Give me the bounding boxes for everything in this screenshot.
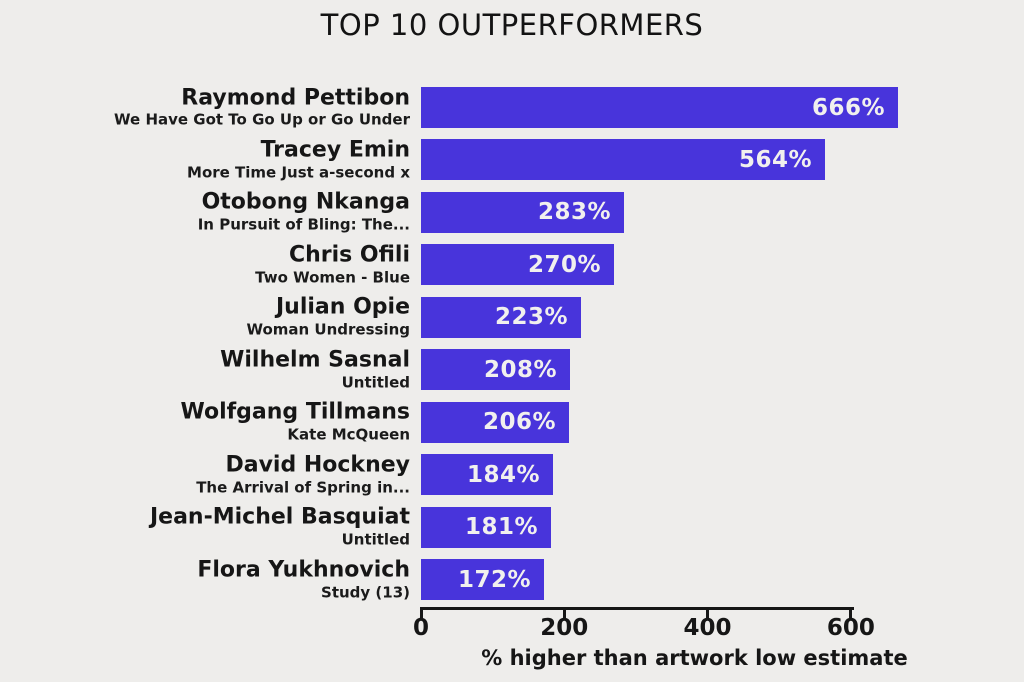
bar-value-label: 283% [537, 199, 611, 226]
bar-value-label: 181% [464, 514, 538, 541]
bar-value-label: 208% [483, 356, 557, 383]
artist-name: David Hockney [225, 452, 410, 478]
x-tick-mark [849, 607, 853, 620]
category-label: Raymond Pettibon We Have Got To Go Up or… [50, 85, 410, 130]
artwork-title: Woman Undressing [246, 320, 410, 339]
artwork-title: Study (13) [321, 583, 410, 602]
artist-name: Wilhelm Sasnal [220, 347, 410, 373]
artwork-title: The Arrival of Spring in... [196, 478, 410, 497]
artist-name: Jean-Michel Basquiat [149, 504, 410, 530]
artwork-title: Untitled [341, 530, 410, 549]
bar: 206% [421, 401, 569, 443]
artist-name: Raymond Pettibon [181, 85, 410, 111]
x-tick-mark [562, 607, 566, 620]
category-label: Flora Yukhnovich Study (13) [50, 557, 410, 602]
artist-name: Otobong Nkanga [201, 190, 410, 216]
bar-row: Flora Yukhnovich Study (13) 172% [0, 557, 1024, 602]
x-tick-mark [419, 607, 423, 620]
bar: 172% [421, 559, 544, 601]
bar: 184% [421, 454, 553, 496]
bar: 181% [421, 506, 551, 548]
artist-name: Julian Opie [275, 294, 410, 320]
bar-row: Raymond Pettibon We Have Got To Go Up or… [0, 85, 1024, 130]
category-label: Wilhelm Sasnal Untitled [50, 347, 410, 392]
category-label: Julian Opie Woman Undressing [50, 295, 410, 340]
bar-row: Tracey Emin More Time Just a-second x 56… [0, 138, 1024, 183]
artwork-title: In Pursuit of Bling: The... [197, 216, 410, 235]
bar-row: Wilhelm Sasnal Untitled 208% [0, 347, 1024, 392]
category-label: Jean-Michel Basquiat Untitled [50, 505, 410, 550]
bar-row: Julian Opie Woman Undressing 223% [0, 295, 1024, 340]
category-label: David Hockney The Arrival of Spring in..… [50, 452, 410, 497]
x-axis-label: % higher than artwork low estimate [481, 646, 908, 670]
x-tick-mark [706, 607, 710, 620]
category-label: Otobong Nkanga In Pursuit of Bling: The.… [50, 190, 410, 235]
x-tick-label: 400 [683, 615, 732, 641]
artist-name: Chris Ofili [288, 242, 410, 268]
x-axis-line [421, 607, 854, 610]
artist-name: Flora Yukhnovich [197, 557, 410, 583]
bar-value-label: 184% [466, 461, 540, 488]
category-label: Chris Ofili Two Women - Blue [50, 243, 410, 288]
bar-value-label: 206% [482, 409, 556, 436]
artwork-title: Untitled [341, 373, 410, 392]
bar-row: David Hockney The Arrival of Spring in..… [0, 452, 1024, 497]
bar-row: Otobong Nkanga In Pursuit of Bling: The.… [0, 190, 1024, 235]
category-label: Tracey Emin More Time Just a-second x [50, 138, 410, 183]
plot-area: Raymond Pettibon We Have Got To Go Up or… [0, 85, 1024, 682]
bar-row: Wolfgang Tillmans Kate McQueen 206% [0, 400, 1024, 445]
artwork-title: Two Women - Blue [255, 268, 410, 287]
bar-value-label: 666% [811, 94, 885, 121]
bar-value-label: 223% [494, 304, 568, 331]
bar-row: Jean-Michel Basquiat Untitled 181% [0, 505, 1024, 550]
bar: 283% [421, 191, 624, 233]
chart-title: TOP 10 OUTPERFORMERS [320, 8, 704, 42]
bar-value-label: 564% [738, 146, 812, 173]
bar-value-label: 172% [457, 566, 531, 593]
artist-name: Wolfgang Tillmans [180, 399, 410, 425]
artwork-title: We Have Got To Go Up or Go Under [114, 111, 410, 130]
artwork-title: More Time Just a-second x [187, 163, 410, 182]
bar-row: Chris Ofili Two Women - Blue 270% [0, 243, 1024, 288]
bar: 208% [421, 349, 570, 391]
bar: 564% [421, 139, 825, 181]
bar: 270% [421, 244, 614, 286]
artwork-title: Kate McQueen [287, 425, 410, 444]
x-tick-label: 600 [826, 615, 875, 641]
bar: 223% [421, 296, 581, 338]
bar-value-label: 270% [527, 251, 601, 278]
x-tick-label: 0 [412, 615, 429, 641]
category-label: Wolfgang Tillmans Kate McQueen [50, 400, 410, 445]
x-tick-label: 200 [540, 615, 589, 641]
artist-name: Tracey Emin [260, 137, 410, 163]
bar: 666% [421, 87, 898, 128]
